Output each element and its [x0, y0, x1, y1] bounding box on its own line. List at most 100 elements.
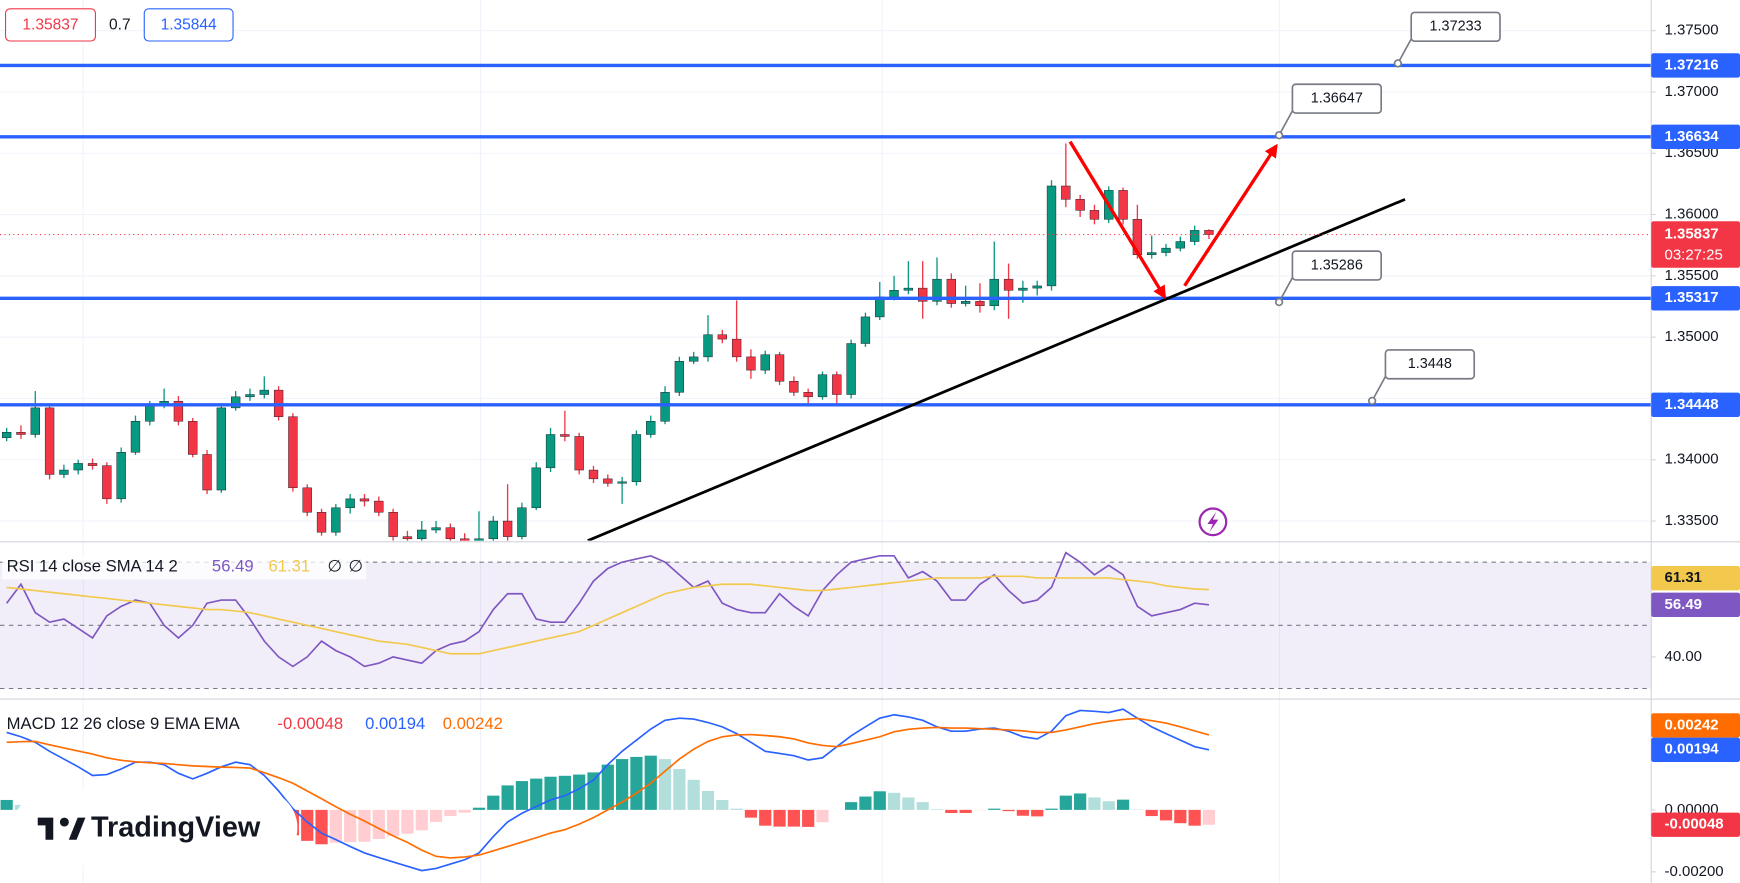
- macd-hist-bar: [816, 809, 829, 823]
- price-badge-label: 61.31: [1665, 569, 1702, 586]
- y-tick-label: 1.33500: [1665, 512, 1719, 529]
- candle-body: [216, 407, 227, 491]
- candle-body: [960, 301, 971, 304]
- rsi-sma-value: 61.31: [269, 557, 311, 576]
- candle-body: [889, 290, 899, 298]
- callout-box[interactable]: [1291, 83, 1383, 114]
- candle-body: [331, 507, 341, 533]
- callout-anchor: [1274, 131, 1284, 140]
- candle-body: [760, 354, 770, 371]
- candle-body: [245, 394, 255, 398]
- candle-body: [803, 392, 813, 398]
- macd-hist-bar: [415, 809, 428, 831]
- candle-body: [316, 511, 327, 533]
- arrow: [1068, 140, 1167, 300]
- macd-hist-bar: [401, 809, 414, 834]
- y-tick-label: 1.37500: [1665, 22, 1719, 39]
- candle-body: [417, 529, 427, 540]
- candle-body: [87, 463, 98, 466]
- macd-hist-bar: [344, 809, 357, 843]
- candle-body: [674, 361, 685, 393]
- spread: 0.7: [109, 17, 131, 34]
- candle-body: [574, 436, 584, 471]
- lightning-icon[interactable]: [1198, 507, 1228, 537]
- macd-hist-bar: [515, 781, 529, 810]
- macd-hist-bar: [988, 808, 1001, 810]
- candle-body: [946, 278, 956, 304]
- macd-hist-bar: [1145, 809, 1158, 817]
- macd-hist-bar: [1159, 809, 1173, 821]
- candle-body: [431, 527, 441, 531]
- macd-hist-bar: [329, 809, 342, 843]
- price-badge: [1651, 737, 1740, 762]
- callout-anchor: [1367, 396, 1377, 406]
- price-badge-label: -0.00048: [1665, 816, 1724, 833]
- ask-box[interactable]: [143, 8, 234, 42]
- price-badge-label: 1.34448: [1665, 396, 1719, 413]
- candle-body: [388, 511, 398, 537]
- rsi-title: RSI 14 close SMA 14 2: [7, 557, 178, 576]
- candle-body: [531, 467, 541, 509]
- price-badge-label: 0.00194: [1665, 741, 1720, 758]
- macd-hist-bar: [902, 797, 915, 810]
- price-badge: [1651, 124, 1740, 150]
- countdown: 03:27:25: [1665, 247, 1723, 264]
- callout-label: 1.3448: [1408, 356, 1452, 372]
- macd-hist-bar: [0, 799, 13, 810]
- macd-hist-bar: [744, 809, 758, 818]
- y-tick-label: -0.00200: [1665, 863, 1724, 880]
- macd-signal-value: 0.00242: [443, 714, 503, 733]
- candle-body: [73, 463, 83, 471]
- y-tick-label: 1.36000: [1665, 206, 1719, 223]
- macd-hist-bar: [630, 756, 643, 810]
- candle-body: [1, 432, 12, 438]
- macd-hist-bar: [558, 775, 571, 810]
- bid-box[interactable]: [4, 8, 96, 42]
- candle-body: [989, 278, 999, 306]
- candle-body: [1204, 230, 1214, 235]
- candle-body: [145, 405, 155, 422]
- bid-price: 1.35837: [22, 17, 78, 34]
- macd-hist-bar: [916, 802, 929, 810]
- callout-label: 1.37233: [1430, 19, 1482, 35]
- macd-value: 0.00194: [365, 714, 425, 733]
- price-badge: [1651, 286, 1740, 311]
- macd-hist-bar: [530, 778, 543, 810]
- macd-hist-bar: [444, 809, 457, 817]
- candle-body: [402, 536, 413, 540]
- price-badge-label: 0.00242: [1665, 716, 1719, 733]
- candle-body: [975, 301, 985, 306]
- macd-hist-bar: [1188, 809, 1201, 826]
- candle-body: [1161, 247, 1171, 253]
- candle-body: [689, 356, 699, 362]
- callout-box[interactable]: [1384, 349, 1476, 380]
- candle-body: [374, 500, 384, 513]
- macd-hist-bar: [372, 809, 385, 840]
- candle-body: [1147, 252, 1157, 255]
- trend-line: [587, 198, 1406, 541]
- candle-body: [588, 469, 599, 480]
- candle-body: [545, 434, 556, 469]
- candle-body: [130, 421, 141, 453]
- candle-body: [731, 338, 742, 358]
- macd-hist-bar: [701, 790, 715, 810]
- candle-body: [560, 434, 570, 437]
- candle-body: [918, 287, 928, 302]
- candle-body: [646, 421, 656, 435]
- callout-box[interactable]: [1291, 250, 1383, 281]
- macd-hist-bar: [315, 809, 328, 845]
- candle-body: [1018, 287, 1028, 291]
- callout-anchor: [1393, 59, 1403, 68]
- logo[interactable]: TradingView: [13, 789, 298, 866]
- icon-bolt: [1207, 511, 1219, 532]
- candle-body: [359, 498, 370, 502]
- macd-hist-bar: [487, 795, 500, 810]
- y-tick-label: 1.35000: [1665, 328, 1719, 345]
- candle-body: [631, 434, 642, 483]
- rsi-line: [5, 551, 1210, 668]
- price-axis: 1.375001.370001.365001.360001.355001.350…: [1651, 22, 1740, 880]
- candle-body: [30, 407, 40, 435]
- candle-body: [717, 334, 727, 340]
- callout-box[interactable]: [1410, 11, 1501, 43]
